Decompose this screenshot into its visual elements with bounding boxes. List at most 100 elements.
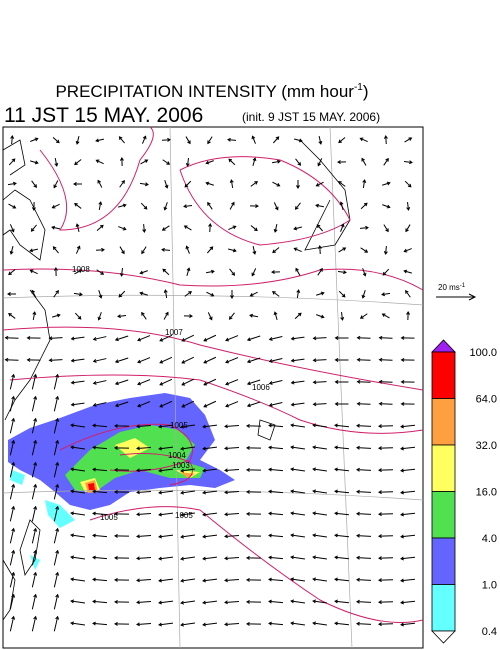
wind-arrow-head: [142, 229, 147, 233]
isobars: [2, 126, 424, 623]
wind-arrow-head: [144, 159, 149, 163]
wind-arrow-head: [137, 359, 142, 364]
wind-arrow-head: [122, 226, 127, 231]
wind-arrow: [400, 622, 416, 626]
wind-arrow: [73, 292, 83, 296]
wind-arrow: [92, 622, 108, 626]
wind-arrow: [356, 425, 372, 427]
wind-arrow: [227, 139, 237, 141]
wind-arrow-head: [334, 401, 339, 406]
wind-arrow: [8, 203, 16, 209]
wind-arrow: [7, 182, 17, 186]
wind-arrow-head: [141, 311, 145, 316]
wind-arrow-head: [290, 445, 295, 450]
wind-arrow-head: [202, 578, 207, 583]
wind-arrow: [162, 268, 170, 276]
wind-arrow: [295, 158, 301, 166]
wind-arrow: [404, 248, 412, 252]
wind-arrow-head: [359, 315, 364, 319]
wind-arrow-head: [343, 270, 347, 275]
wind-arrow: [403, 160, 413, 164]
title-main: PRECIPITATION INTENSITY (mm hour: [55, 82, 354, 101]
wind-arrow-head: [159, 337, 164, 342]
wind-arrow-head: [378, 534, 382, 539]
wind-arrow-head: [75, 140, 80, 145]
wind-arrow: [119, 180, 125, 188]
wind-arrow-head: [114, 599, 118, 604]
colorbar-label: 1.0: [482, 580, 497, 592]
wind-arrow: [115, 357, 129, 363]
wind-arrow: [225, 335, 239, 341]
wind-arrow-head: [53, 267, 58, 271]
wind-arrow: [74, 203, 82, 209]
wind-arrow: [117, 314, 127, 318]
wind-arrow-head: [11, 395, 16, 400]
wind-arrow: [357, 337, 371, 339]
wind-arrow-head: [99, 224, 104, 229]
wind-arrow: [272, 136, 280, 144]
wind-arrow: [97, 180, 103, 188]
wind-arrow: [317, 268, 323, 276]
wind-arrow: [337, 270, 347, 274]
wind-arrow: [136, 425, 152, 427]
wind-arrow-head: [119, 273, 124, 277]
wind-arrow: [250, 181, 258, 187]
wind-arrow: [224, 579, 240, 581]
wind-arrow: [70, 556, 86, 560]
wind-arrow: [290, 534, 306, 538]
wind-arrow: [382, 204, 390, 208]
wind-arrow-head: [246, 533, 250, 538]
wind-arrow-head: [254, 227, 258, 232]
colorbar-swatch: [431, 491, 456, 539]
wind-arrow-head: [163, 289, 168, 294]
wind-arrow: [400, 534, 416, 538]
wind-arrow-head: [98, 294, 103, 299]
wind-arrow-head: [268, 533, 272, 538]
wind-arrow: [252, 136, 256, 144]
wind-arrow: [187, 157, 189, 167]
wind-arrow: [404, 137, 412, 143]
wind-arrow-head: [208, 223, 213, 227]
wind-arrow-head: [70, 467, 75, 472]
wind-arrow-head: [70, 402, 75, 407]
wind-arrow-head: [383, 251, 388, 255]
wind-arrow-head: [386, 204, 391, 209]
wind-arrow-head: [158, 446, 163, 451]
wind-arrow: [184, 180, 192, 188]
wind-arrow-head: [181, 360, 186, 364]
wind-arrow-head: [224, 556, 228, 561]
wind-arrow: [269, 380, 283, 384]
wind-arrow: [9, 550, 15, 566]
wind-arrow: [334, 424, 350, 428]
wind-arrow-head: [92, 445, 96, 450]
wind-arrow: [8, 269, 16, 275]
wind-arrow: [313, 403, 327, 405]
wind-arrow: [202, 446, 218, 450]
wind-arrow: [9, 572, 15, 588]
wind-arrow-head: [70, 358, 75, 363]
wind-arrow: [379, 359, 393, 361]
wind-arrow-head: [400, 512, 404, 517]
wind-arrow-head: [114, 533, 118, 538]
wind-arrow: [313, 337, 327, 339]
wind-arrow-head: [381, 313, 386, 317]
wind-arrow: [71, 402, 85, 406]
wind-arrow-head: [76, 245, 81, 250]
wind-arrow-head: [225, 359, 230, 364]
wind-arrow-head: [95, 159, 100, 164]
wind-arrow: [228, 158, 236, 166]
wind-arrow-head: [320, 314, 325, 319]
wind-arrow: [313, 446, 327, 450]
wind-arrow: [357, 403, 371, 405]
wind-arrow-head: [4, 357, 9, 362]
wind-arrow-head: [246, 555, 250, 560]
wind-arrow-head: [139, 270, 144, 275]
wind-arrow-head: [8, 271, 12, 276]
wind-arrow: [313, 490, 327, 494]
wind-arrow: [181, 600, 195, 604]
wind-arrow-head: [316, 224, 321, 229]
wind-arrow-head: [119, 157, 124, 161]
wind-arrow: [207, 312, 213, 320]
wind-arrow-head: [54, 162, 59, 167]
wind-arrow: [294, 312, 302, 320]
